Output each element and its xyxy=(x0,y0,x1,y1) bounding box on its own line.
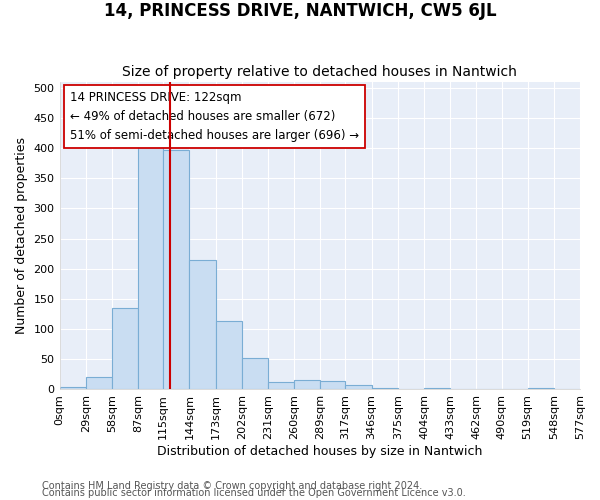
Bar xyxy=(320,380,346,389)
Bar xyxy=(59,387,86,389)
Title: Size of property relative to detached houses in Nantwich: Size of property relative to detached ho… xyxy=(122,66,517,80)
X-axis label: Distribution of detached houses by size in Nantwich: Distribution of detached houses by size … xyxy=(157,444,482,458)
Bar xyxy=(163,150,190,389)
Bar xyxy=(527,388,554,389)
Bar xyxy=(242,358,268,389)
Bar xyxy=(268,382,294,389)
Bar xyxy=(294,380,320,389)
Bar xyxy=(86,377,112,389)
Text: 14 PRINCESS DRIVE: 122sqm
← 49% of detached houses are smaller (672)
51% of semi: 14 PRINCESS DRIVE: 122sqm ← 49% of detac… xyxy=(70,92,359,142)
Bar xyxy=(346,386,371,389)
Bar xyxy=(138,142,163,389)
Text: Contains public sector information licensed under the Open Government Licence v3: Contains public sector information licen… xyxy=(42,488,466,498)
Bar xyxy=(190,260,215,389)
Text: Contains HM Land Registry data © Crown copyright and database right 2024.: Contains HM Land Registry data © Crown c… xyxy=(42,481,422,491)
Bar xyxy=(215,321,242,389)
Y-axis label: Number of detached properties: Number of detached properties xyxy=(15,137,28,334)
Bar xyxy=(424,388,450,389)
Text: 14, PRINCESS DRIVE, NANTWICH, CW5 6JL: 14, PRINCESS DRIVE, NANTWICH, CW5 6JL xyxy=(104,2,496,21)
Bar xyxy=(371,388,398,389)
Bar xyxy=(112,308,138,389)
